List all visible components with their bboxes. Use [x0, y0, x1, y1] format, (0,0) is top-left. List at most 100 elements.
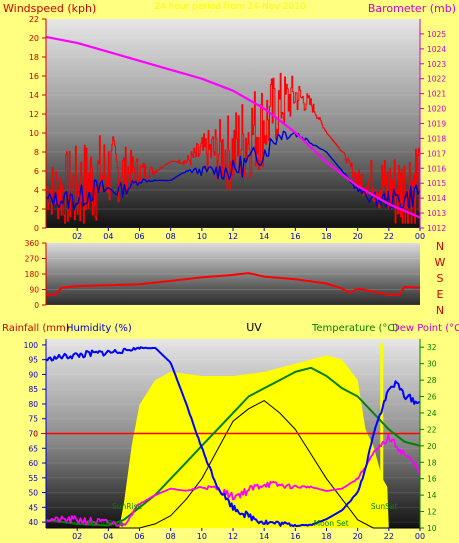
baro-tick-label: 1015 [427, 179, 446, 188]
weather-x-tick-label: 10 [197, 532, 207, 541]
wind-tick-label: 18 [29, 53, 39, 62]
wind-average-line [45, 130, 421, 211]
baro-tick-label: 1014 [427, 194, 446, 203]
wind-y-axis: 0 2 4 6 8 10 12 14 16 18 20 22 [29, 15, 47, 233]
uv-spike [380, 343, 384, 528]
baro-tick-label: 1021 [427, 90, 446, 99]
wind-tick-label: 8 [34, 148, 39, 157]
direction-series [46, 272, 421, 296]
baro-tick-label: 1022 [427, 75, 446, 84]
baro-axis-title: Barometer (mb) [368, 2, 456, 15]
humidity-tick-label: 75 [28, 415, 38, 424]
direction-tick-label: 180 [25, 270, 40, 279]
moonrise-label: MoonRise [87, 519, 124, 528]
wind-series [45, 35, 421, 224]
baro-tick-label: 1012 [427, 224, 446, 233]
barometer-line [45, 35, 421, 219]
humidity-y-axis: 40 45 50 55 60 65 70 75 80 85 90 95 100 0 [24, 339, 47, 528]
weather-x-tick-label: 20 [353, 532, 363, 541]
dew-axis-title: Dew Point (°C) [392, 323, 459, 334]
temp-tick-label: 12 [427, 508, 437, 517]
temp-tick-label: 18 [427, 458, 437, 467]
humidity-tick-label: 60 [28, 459, 38, 468]
wind-x-tick-label: 22 [384, 232, 394, 241]
wind-tick-label: 16 [29, 72, 39, 81]
dewpoint-line [45, 434, 421, 527]
baro-tick-label: 1020 [427, 105, 446, 114]
humidity-line [45, 346, 421, 528]
uv-area [119, 355, 420, 528]
direction-grid [46, 242, 420, 306]
wind-tick-label: 14 [29, 91, 39, 100]
sunset-label: SunSet [371, 502, 398, 511]
wind-tick-label: 4 [34, 186, 39, 195]
humidity-tick-label: 80 [28, 400, 38, 409]
wind-x-axis: 02 04 06 08 10 12 14 16 18 20 22 00 [72, 228, 425, 241]
solar-line [46, 400, 420, 529]
wind-tick-label: 0 [34, 224, 39, 233]
uv-axis-title: UV [246, 321, 262, 334]
rain-zero-label: 0 [33, 430, 38, 439]
humidity-tick-label: 90 [28, 370, 38, 379]
humidity-tick-label: 70 [28, 430, 38, 439]
humidity-axis-title: Humidity (%) [66, 323, 132, 334]
humidity-tick-label: 100 [24, 341, 39, 350]
wind-x-tick-label: 04 [103, 232, 113, 241]
wind-x-tick-label: 14 [259, 232, 269, 241]
wind-x-tick-label: 08 [166, 232, 176, 241]
weather-x-tick-label: 16 [290, 532, 300, 541]
temp-axis-title: Temperature (°C) [311, 323, 398, 334]
temp-tick-label: 24 [427, 409, 437, 418]
weather-x-tick-label: 00 [415, 532, 425, 541]
direction-y-axis: 0 90 180 270 360 [25, 239, 47, 310]
direction-tick-label: 0 [34, 301, 39, 310]
baro-tick-label: 1024 [427, 45, 446, 54]
temp-tick-label: 32 [427, 343, 437, 352]
compass-label-e: E [437, 288, 444, 301]
humidity-tick-label: 85 [28, 385, 38, 394]
wind-x-tick-label: 18 [321, 232, 331, 241]
compass-label-w: W [435, 256, 446, 269]
baro-tick-label: 1019 [427, 120, 446, 129]
humidity-tick-label: 65 [28, 444, 38, 453]
wind-x-tick-label: 16 [290, 232, 300, 241]
rain-axis-title: Rainfall (mm) [2, 323, 70, 334]
sun-moon-annotations: SunRise SunSet MoonRise Moon Set [87, 502, 397, 528]
weather-x-tick-label: 02 [72, 532, 82, 541]
wind-x-tick-label: 20 [353, 232, 363, 241]
wind-tick-label: 2 [34, 205, 39, 214]
wind-x-tick-label: 10 [197, 232, 207, 241]
baro-tick-label: 1018 [427, 134, 446, 143]
temp-tick-label: 10 [427, 524, 437, 533]
humidity-tick-label: 50 [28, 489, 38, 498]
wind-tick-label: 10 [29, 129, 39, 138]
wind-x-tick-label: 00 [415, 232, 425, 241]
wind-x-tick-label: 12 [228, 232, 238, 241]
weather-series [45, 343, 421, 529]
compass-label-s: S [437, 272, 444, 285]
weather-x-tick-label: 18 [321, 532, 331, 541]
wind-direction-line [46, 272, 421, 296]
weather-x-tick-label: 08 [166, 532, 176, 541]
sunrise-label: SunRise [112, 502, 142, 511]
weather-x-axis: 02 04 06 08 10 12 14 16 18 20 22 00 [72, 528, 425, 541]
wind-tick-label: 22 [29, 15, 39, 24]
wind-axis-title: Windspeed (kph) [3, 2, 96, 15]
baro-tick-label: 1017 [427, 149, 446, 158]
baro-tick-label: 1016 [427, 164, 446, 173]
temp-tick-label: 26 [427, 393, 437, 402]
weather-x-tick-label: 14 [259, 532, 269, 541]
date-subtitle: 24 hour period from 24-Nov-2010 [154, 2, 306, 12]
compass-label-n: N [436, 240, 444, 253]
weather-x-tick-label: 06 [134, 532, 144, 541]
direction-tick-label: 360 [25, 239, 40, 248]
weather-x-tick-label: 04 [103, 532, 113, 541]
humidity-tick-label: 45 [28, 503, 38, 512]
humidity-tick-label: 40 [28, 518, 38, 527]
temp-tick-label: 28 [427, 376, 437, 385]
wind-tick-label: 20 [29, 34, 39, 43]
temp-y-axis: 10 12 14 16 18 20 22 24 26 28 30 32 [419, 339, 437, 533]
wind-x-tick-label: 06 [134, 232, 144, 241]
baro-tick-label: 1013 [427, 209, 446, 218]
